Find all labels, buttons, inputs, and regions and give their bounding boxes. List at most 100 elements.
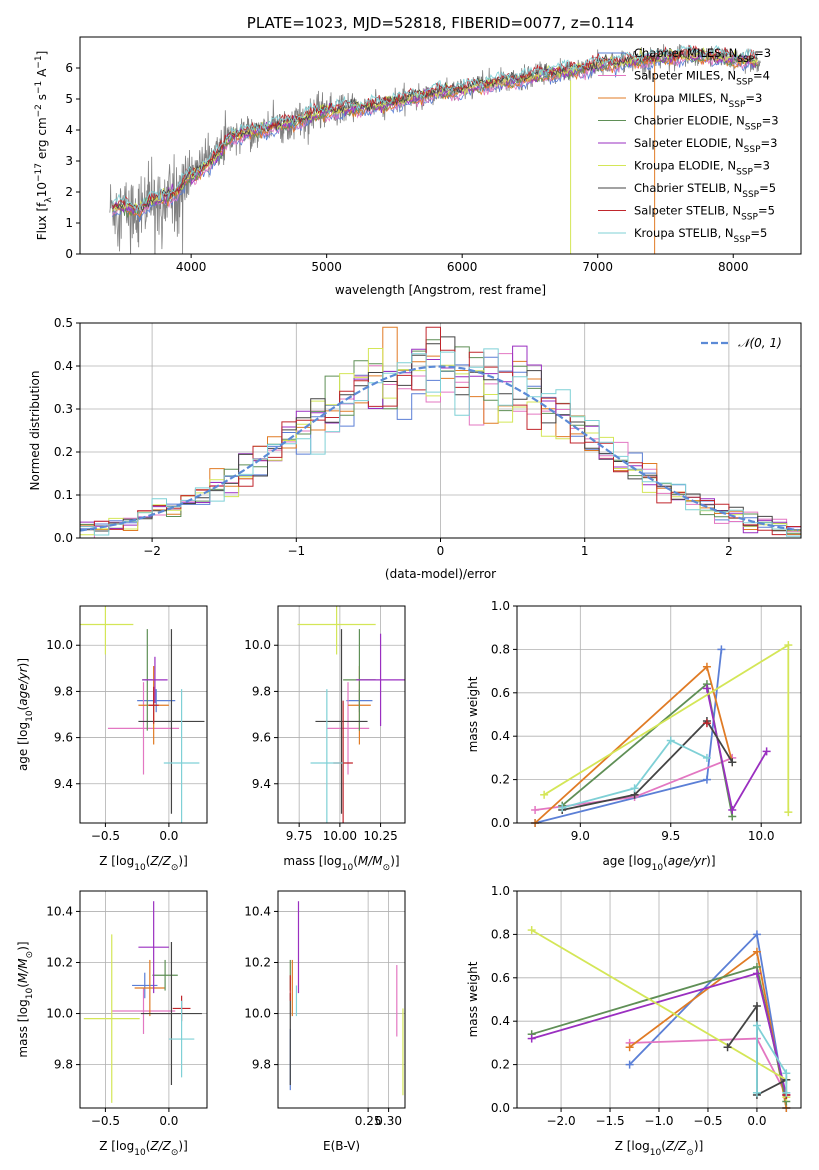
y-tick-label: 9.6 [54,731,73,745]
weight-marker-4 [762,747,771,756]
x-tick-label: 0.0 [747,1114,766,1128]
y-tick-label: 9.8 [252,1058,271,1072]
legend-label-2: Kroupa MILES, NSSP=3 [634,91,762,110]
weight-marker-8 [702,753,711,762]
panel-mass_vs_Z: −0.5 0.0 9.8 10.0 10.2 10.4 Z [log10(Z/Z⊙)] mas… [16,890,208,1158]
y-tick-label: 0.8 [491,927,510,941]
y-tick-label: 4 [65,123,73,137]
panel-weight_vs_Z: −2.0 −1.5 −1.0 −0.5 0.0 0.0 0.2 0.4 0.6 0.8 1.0 Z [… [466,884,802,1158]
y-tick-label: 0 [65,247,73,261]
y-tick-label: 0.3 [54,402,73,416]
chart-title: PLATE=1023, MJD=52818, FIBERID=0077, z=0… [247,14,634,32]
y-tick-label: 10.4 [244,904,271,918]
y-tick-label: 9.8 [54,1058,73,1072]
x-tick-label: −0.5 [91,829,120,843]
weight-marker-5 [784,641,793,650]
x-tick-label: 0.30 [375,1114,402,1128]
y-tick-label: 9.4 [54,777,73,791]
legend-label-1: Salpeter MILES, NSSP=4 [634,69,770,88]
weight-marker-0 [717,645,726,654]
panel-age_vs_Z: −0.5 0.0 9.4 9.6 9.8 10.0 Z [log10(Z/Z⊙)] age [… [16,605,208,873]
y-tick-label: 1.0 [491,884,510,898]
weight-marker-5 [527,926,536,935]
y-tick-label: 0.2 [491,1058,510,1072]
y-tick-label: 0.6 [491,971,510,985]
model-line-8 [112,44,758,213]
x-tick-label: −2 [143,544,161,558]
weight-marker-2 [752,947,761,956]
y-tick-label: 0.1 [54,488,73,502]
weight-line-3 [561,682,734,817]
weight-marker-6 [728,758,737,767]
x-tick-label: 9.75 [286,829,313,843]
legend-label-8: Kroupa STELIB, NSSP=5 [634,226,767,245]
weight-marker-8 [666,736,675,745]
weight-marker-1 [531,805,540,814]
y-tick-label: 10.0 [46,638,73,652]
axes-frame [79,605,208,824]
y-tick-label: 0.4 [54,359,73,373]
errorbar-point-4 [356,633,405,727]
x-tick-label: 0.0 [159,829,178,843]
weight-marker-4 [752,969,761,978]
weight-marker-0 [625,1060,634,1069]
x-tick-label: 1 [581,544,589,558]
y-tick-label: 0.6 [491,686,510,700]
weight-marker-4 [702,684,711,693]
y-tick-label: 0.0 [491,816,510,830]
y-axis-label: age [log10(age/yr)] [16,658,35,771]
errorbar-point-1 [107,682,180,775]
weight-marker-5 [540,790,549,799]
axes-frame [516,605,802,824]
y-tick-label: 9.8 [252,684,271,698]
model-line-6 [112,47,758,213]
y-tick-label: 10.4 [46,904,73,918]
weight-marker-8 [782,1069,791,1078]
y-tick-label: 0.4 [491,729,510,743]
panel-spectrum: 4000 5000 6000 7000 8000 0 1 2 3 4 5 6 PLATE=1023, M… [34,14,802,297]
panel-age_vs_mass: 9.75 10.00 10.25 9.4 9.6 9.8 10.0 mass [log10(M… [244,605,406,873]
weight-line-8 [756,1022,788,1093]
x-tick-label: 5000 [311,260,342,274]
weight-line-6 [562,719,734,811]
histogram-8 [80,348,801,537]
y-tick-label: 10.2 [46,955,73,969]
legend-label-4: Salpeter ELODIE, NSSP=3 [634,136,777,155]
weight-marker-4 [527,1034,536,1043]
weight-line-1 [534,757,733,811]
y-tick-label: 0.0 [491,1101,510,1115]
errorbar-point-5 [80,606,134,655]
weight-marker-6 [723,1043,732,1052]
x-tick-label: 0 [437,544,445,558]
model-line-7 [112,45,758,211]
y-tick-label: 9.8 [54,684,73,698]
legend-label-7: Salpeter STELIB, NSSP=5 [634,204,775,223]
errorbar-point-6 [140,942,202,1086]
x-tick-label: 7000 [582,260,613,274]
legend-label-5: Kroupa ELODIE, NSSP=3 [634,159,770,178]
x-tick-label: 9.5 [661,829,680,843]
y-tick-label: 0.5 [54,316,73,330]
x-axis-label: wavelength [Angstrom, rest frame] [335,283,546,297]
y-tick-label: 10.0 [244,1007,271,1021]
x-axis-label: (data-model)/error [385,567,496,581]
weight-marker-0 [702,775,711,784]
x-tick-label: −0.5 [693,1114,722,1128]
y-tick-label: 0.8 [491,642,510,656]
x-tick-label: −1.0 [644,1114,673,1128]
axes-frame [79,36,802,255]
errorbar-point-4 [142,656,168,703]
weight-marker-2 [625,1043,634,1052]
y-tick-label: 1 [65,216,73,230]
axes-frame [79,322,802,539]
y-tick-label: 10.0 [244,638,271,652]
y-axis-label: Normed distribution [28,371,42,491]
x-axis-label: E(B-V) [323,1139,360,1153]
x-tick-label: 8000 [718,260,749,274]
weight-marker-8 [782,1088,791,1097]
y-tick-label: 9.4 [252,777,271,791]
errorbar-point-8 [310,689,344,823]
axes-frame [516,890,802,1109]
panel-mass_vs_ebv: 0.250.30 9.8 10.0 10.2 10.4 E(B-V) [244,890,406,1153]
